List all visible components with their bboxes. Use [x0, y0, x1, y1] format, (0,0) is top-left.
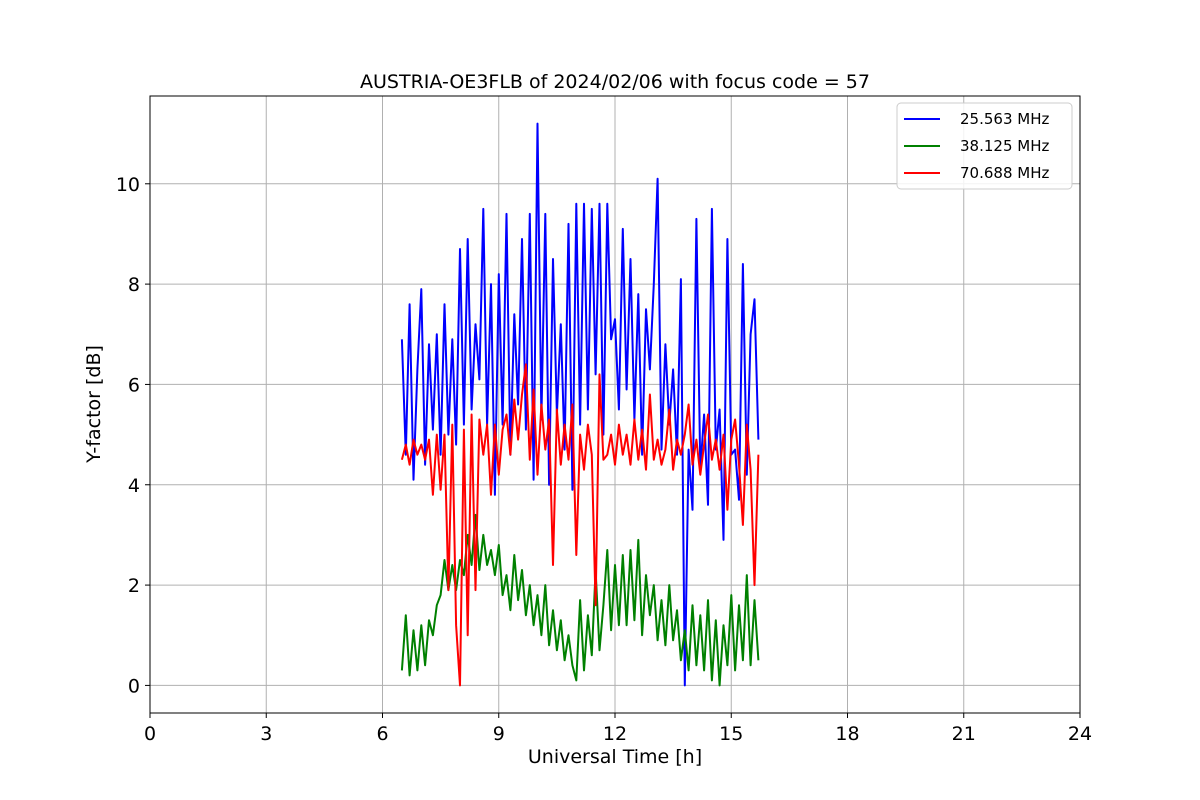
x-tick-label: 12	[603, 723, 627, 745]
y-axis-label: Y-factor [dB]	[83, 345, 105, 464]
legend-label-1: 25.563 MHz	[960, 110, 1049, 128]
x-tick-label: 24	[1068, 723, 1092, 745]
y-tick-label: 10	[116, 174, 140, 196]
x-tick-label: 6	[376, 723, 388, 745]
legend: 25.563 MHz 38.125 MHz 70.688 MHz	[896, 102, 1073, 190]
y-tick-label: 0	[128, 675, 140, 697]
x-tick-label: 0	[144, 723, 156, 745]
y-tick-label: 8	[128, 274, 140, 296]
x-tick-label: 18	[835, 723, 859, 745]
series-layer	[400, 122, 760, 687]
series-line-3	[400, 363, 760, 687]
series-line-1	[400, 122, 760, 687]
legend-box	[896, 102, 1073, 190]
x-axis-label: Universal Time [h]	[528, 746, 702, 768]
chart-title: AUSTRIA-OE3FLB of 2024/02/06 with focus …	[360, 71, 870, 93]
y-tick-label: 4	[128, 475, 140, 497]
x-tick-label: 21	[952, 723, 976, 745]
x-tick-label: 3	[260, 723, 272, 745]
y-tick-label: 6	[128, 374, 140, 396]
x-tick-label: 9	[493, 723, 505, 745]
legend-label-2: 38.125 MHz	[960, 137, 1049, 155]
y-tick-label: 2	[128, 575, 140, 597]
legend-items: 25.563 MHz 38.125 MHz 70.688 MHz	[904, 110, 1049, 182]
legend-label-3: 70.688 MHz	[960, 164, 1049, 182]
x-tick-label: 15	[719, 723, 743, 745]
